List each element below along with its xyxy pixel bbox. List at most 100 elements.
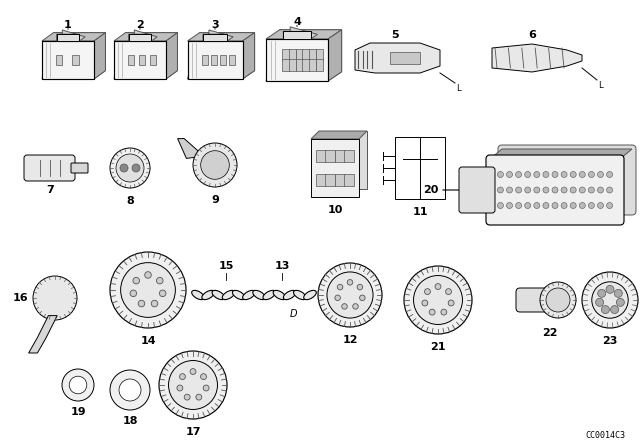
Polygon shape (129, 30, 157, 41)
Bar (266, 39, 328, 81)
Polygon shape (243, 33, 255, 79)
Circle shape (611, 306, 619, 314)
Circle shape (151, 300, 158, 307)
Circle shape (177, 385, 183, 391)
Polygon shape (29, 315, 57, 353)
Circle shape (180, 374, 186, 379)
Circle shape (598, 202, 604, 208)
Bar (284, 31, 310, 39)
Ellipse shape (304, 290, 316, 300)
Circle shape (570, 187, 576, 193)
Bar (202, 55, 209, 65)
Ellipse shape (263, 290, 276, 300)
Bar (311, 139, 359, 197)
Polygon shape (188, 33, 255, 79)
Circle shape (561, 202, 567, 208)
Circle shape (534, 187, 540, 193)
Circle shape (404, 266, 472, 334)
Text: 14: 14 (140, 336, 156, 346)
Ellipse shape (253, 290, 266, 300)
Circle shape (540, 282, 576, 318)
Ellipse shape (273, 290, 286, 300)
Circle shape (579, 172, 586, 177)
Circle shape (516, 187, 522, 193)
Text: 2: 2 (136, 20, 144, 30)
Bar (395, 137, 445, 199)
Bar (302, 60, 310, 71)
Circle shape (506, 187, 513, 193)
Text: 16: 16 (12, 293, 28, 303)
Circle shape (525, 187, 531, 193)
Circle shape (110, 252, 186, 328)
Bar (344, 151, 355, 162)
Bar (42, 41, 94, 79)
Circle shape (497, 172, 504, 177)
Ellipse shape (243, 290, 255, 300)
Circle shape (145, 271, 151, 278)
Polygon shape (355, 43, 440, 73)
FancyBboxPatch shape (516, 288, 556, 312)
Circle shape (116, 154, 144, 182)
Bar (72, 55, 79, 65)
Circle shape (429, 309, 435, 315)
Circle shape (516, 202, 522, 208)
Text: 12: 12 (342, 335, 358, 345)
Circle shape (413, 276, 463, 324)
Text: 4: 4 (293, 17, 301, 27)
FancyBboxPatch shape (459, 167, 495, 213)
Bar (139, 55, 145, 65)
Circle shape (441, 309, 447, 315)
Circle shape (157, 277, 163, 284)
Circle shape (348, 280, 353, 285)
Circle shape (552, 172, 558, 177)
Text: 9: 9 (211, 195, 219, 205)
Circle shape (357, 284, 363, 290)
Bar (282, 60, 289, 71)
Circle shape (120, 164, 128, 172)
Circle shape (335, 295, 340, 301)
Circle shape (570, 202, 576, 208)
Circle shape (596, 298, 604, 306)
Polygon shape (94, 33, 106, 79)
Circle shape (614, 289, 622, 297)
Circle shape (201, 151, 229, 179)
Circle shape (598, 172, 604, 177)
Ellipse shape (192, 290, 204, 300)
Circle shape (546, 288, 570, 312)
Text: 23: 23 (602, 336, 618, 346)
Text: CC0014C3: CC0014C3 (585, 431, 625, 440)
Polygon shape (42, 33, 106, 79)
Text: 13: 13 (275, 261, 290, 271)
Circle shape (506, 172, 513, 177)
Circle shape (203, 385, 209, 391)
FancyBboxPatch shape (498, 145, 636, 215)
Circle shape (543, 172, 549, 177)
Bar (289, 49, 296, 60)
Bar (390, 52, 420, 64)
Circle shape (318, 263, 382, 327)
Bar (129, 34, 152, 41)
Circle shape (196, 394, 202, 400)
Circle shape (435, 284, 441, 289)
Circle shape (616, 298, 625, 306)
Circle shape (168, 361, 218, 409)
Circle shape (62, 369, 94, 401)
Circle shape (552, 187, 558, 193)
Circle shape (159, 351, 227, 419)
Circle shape (579, 187, 586, 193)
Circle shape (598, 289, 605, 297)
Circle shape (588, 172, 595, 177)
FancyBboxPatch shape (24, 155, 75, 181)
Circle shape (133, 277, 140, 284)
Circle shape (138, 300, 145, 307)
Circle shape (582, 272, 638, 328)
Text: 15: 15 (218, 261, 234, 271)
FancyBboxPatch shape (486, 155, 624, 225)
Text: 6: 6 (528, 30, 536, 40)
Circle shape (337, 284, 343, 290)
Circle shape (543, 202, 549, 208)
Circle shape (110, 370, 150, 410)
Bar (220, 55, 227, 65)
Bar (316, 60, 323, 71)
Bar (56, 34, 79, 41)
